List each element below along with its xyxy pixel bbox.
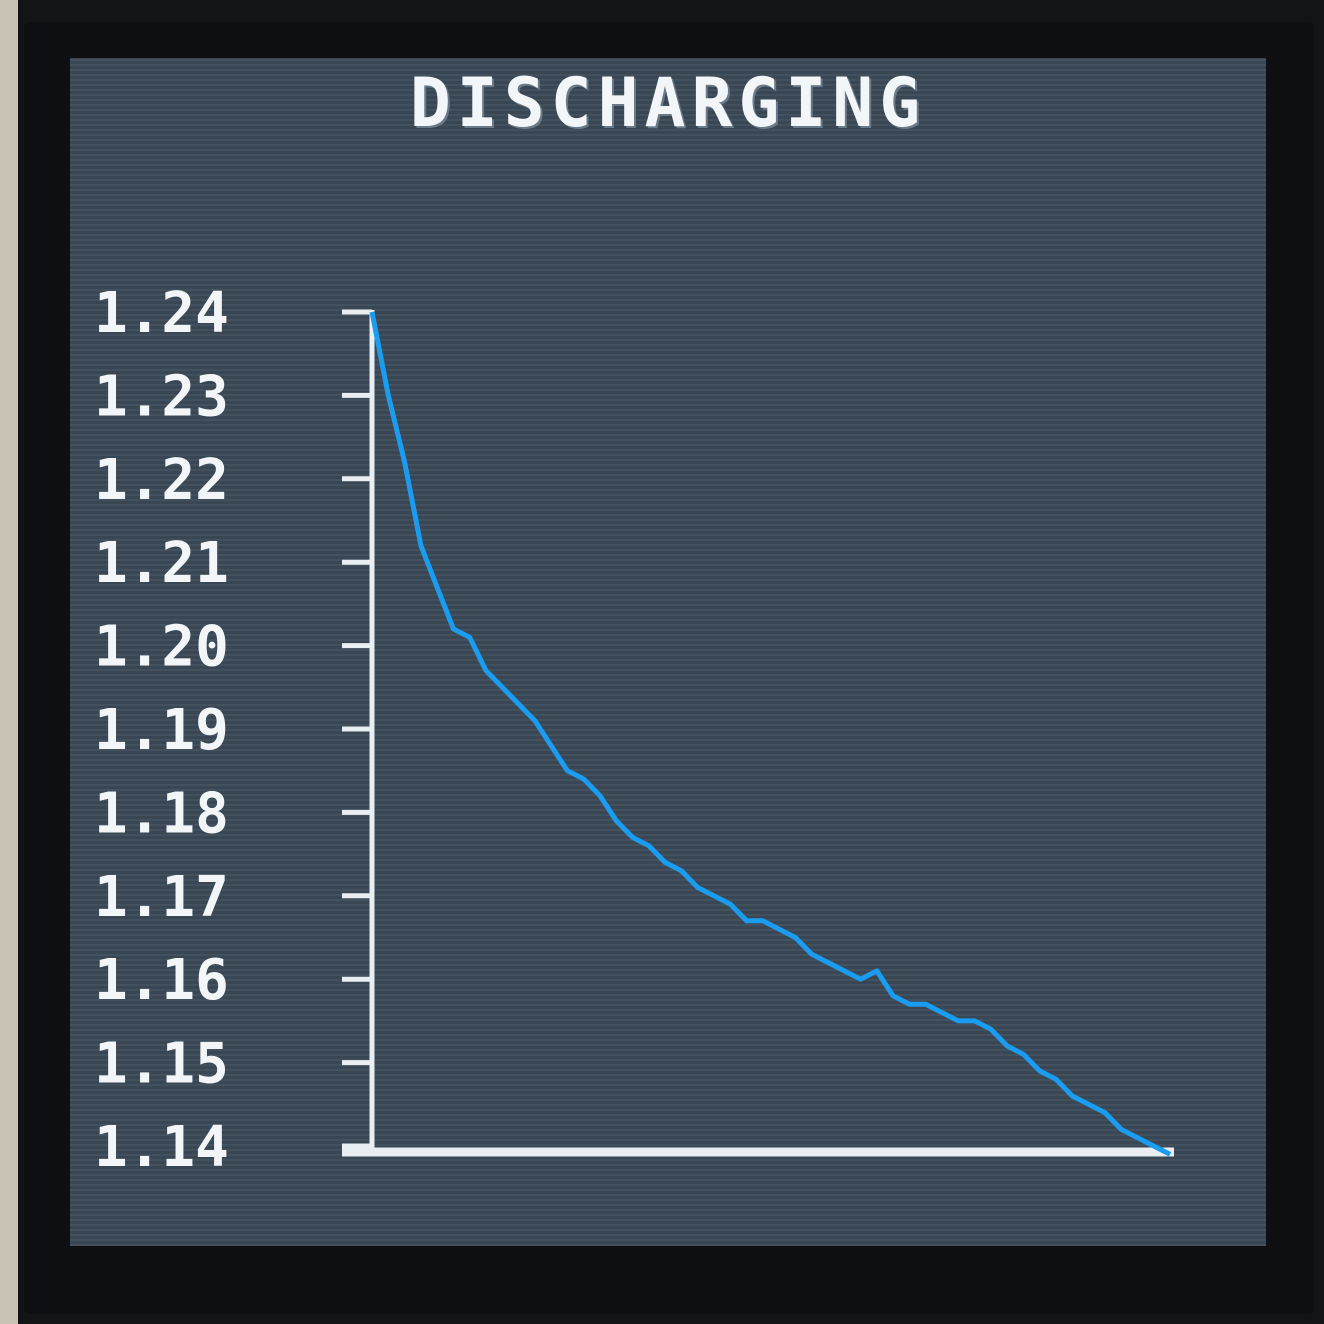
y-tick-label-8: 1.16 bbox=[94, 948, 229, 1013]
y-tick-label-9: 1.15 bbox=[94, 1032, 229, 1097]
y-tick-label-6: 1.18 bbox=[94, 781, 229, 846]
y-tick-label-0: 1.24 bbox=[94, 281, 229, 346]
y-tick-label-2: 1.22 bbox=[94, 448, 229, 513]
y-axis-labels: 1.24 1.23 1.22 1.21 1.20 1.19 1.18 1.17 1.16 1.15… bbox=[94, 281, 229, 1180]
y-tick-label-1: 1.23 bbox=[94, 364, 229, 429]
y-tick-label-10: 1.14 bbox=[94, 1115, 229, 1180]
series-line-voltage bbox=[369, 311, 1172, 1157]
y-tick-label-7: 1.17 bbox=[94, 865, 229, 930]
y-tick-label-5: 1.19 bbox=[94, 698, 229, 763]
y-tick-label-3: 1.21 bbox=[94, 531, 229, 596]
y-axis-ticks bbox=[342, 309, 372, 1149]
y-tick-label-4: 1.20 bbox=[94, 615, 229, 680]
discharge-chart: 1.24 1.23 1.22 1.21 1.20 1.19 1.18 1.17 1.16 1.15… bbox=[94, 281, 1174, 1180]
lcd-screen: DISCHARGING 1.24 1.23 1.22 1.21 1.20 1.19 1.18… bbox=[70, 58, 1266, 1246]
screen-title: DISCHARGING bbox=[409, 64, 927, 143]
